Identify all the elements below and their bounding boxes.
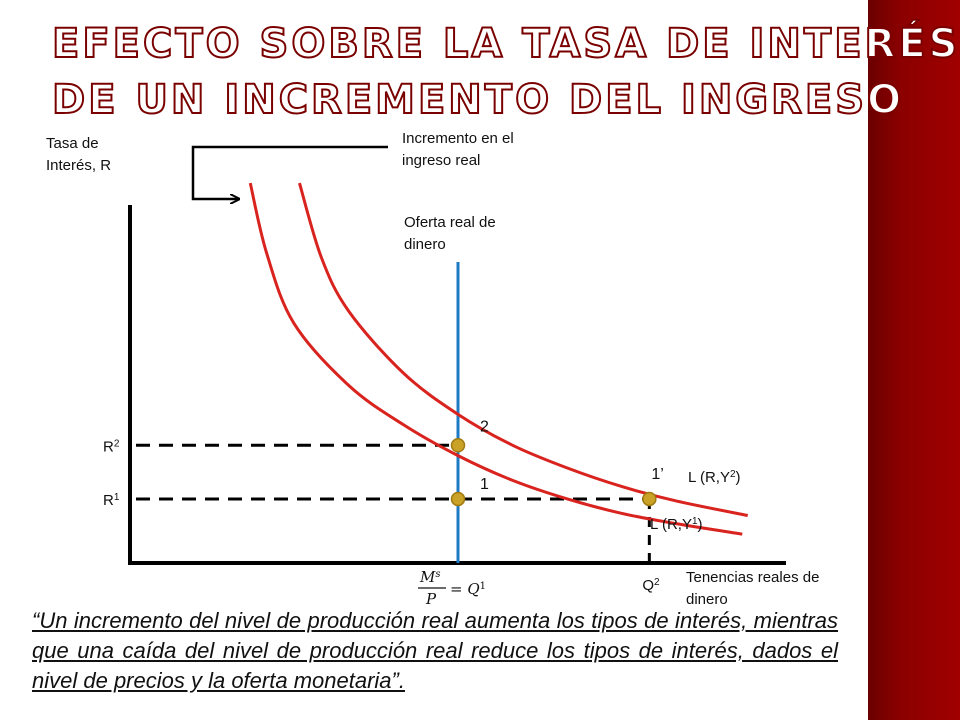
x-axis-label: Tenencias reales de dinero — [686, 569, 820, 608]
equilibrium-point-3 — [642, 491, 657, 507]
shift-arrow — [191, 145, 388, 199]
point-label-2: 2 — [480, 418, 489, 435]
equilibrium-point-2 — [450, 491, 466, 507]
formula-numerator: Ms — [419, 568, 441, 586]
series-label-y1: L (R,Y1) — [650, 516, 703, 534]
x-tick-q2: Q2 — [642, 577, 660, 595]
slide-title-line-2: de un incremento del ingreso — [51, 77, 905, 123]
series-label-y2: L (R,Y2) — [688, 469, 741, 487]
supply-formula: Ms P = Q1 — [418, 568, 486, 608]
chart-guides — [136, 443, 651, 563]
supply-label: Oferta real de dinero — [404, 214, 496, 253]
chart-marks — [450, 438, 657, 507]
slide-title-line-1: Efecto sobre la tasa de interés — [51, 21, 960, 67]
arrow-label: Incremento en el ingreso real — [402, 130, 514, 169]
y-axis-label: Tasa de Interés, R — [46, 135, 112, 174]
point-label-1: 1 — [480, 476, 489, 493]
formula-rhs: = Q1 — [450, 580, 486, 598]
chart-texts: 2 1 1’ R2 R1 Q2 L (R,Y2) L (R,Y1) Ms P = Q1 — [103, 418, 741, 608]
equilibrium-point-1 — [450, 438, 466, 453]
formula-denominator: P — [425, 590, 437, 608]
y-tick-r2: R2 — [103, 438, 120, 456]
demand-curve-1 — [248, 182, 743, 536]
caption: “Un incremento del nivel de producción r… — [32, 608, 838, 693]
sidebar-decoration — [868, 0, 960, 720]
point-label-1-prime: 1’ — [651, 466, 663, 483]
y-tick-r1: R1 — [103, 491, 120, 509]
